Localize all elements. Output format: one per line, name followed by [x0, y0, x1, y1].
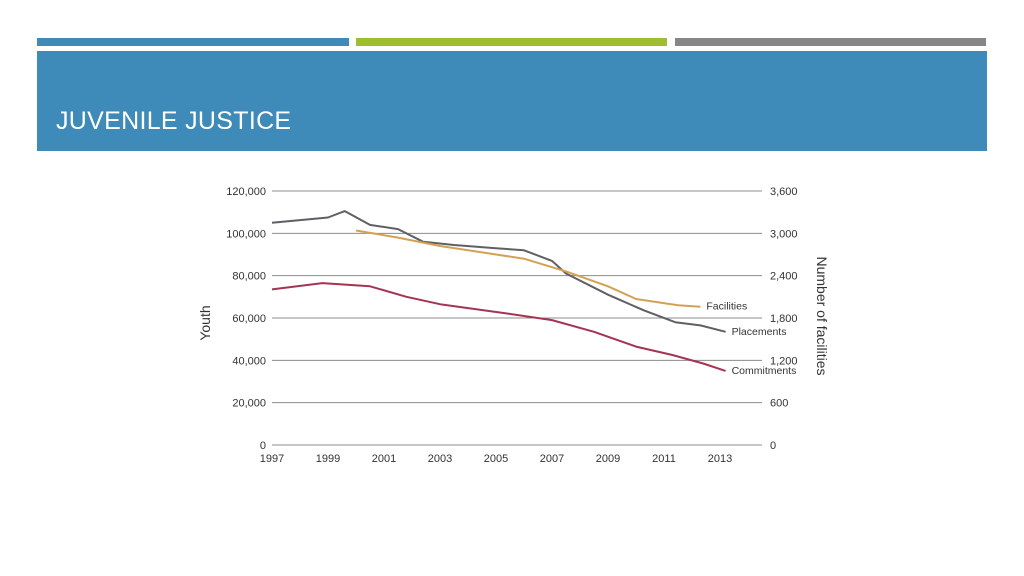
x-tick-label: 2007 [540, 453, 564, 465]
x-tick-label: 2003 [428, 453, 452, 465]
y2-tick-label: 1,800 [770, 313, 798, 325]
y-tick-label: 60,000 [232, 313, 266, 325]
x-tick-label: 1997 [260, 453, 284, 465]
x-tick-label: 2009 [596, 453, 620, 465]
title-band: JUVENILE JUSTICE [37, 51, 987, 151]
series-line-commitments [271, 282, 726, 372]
y2-axis-label: Number of facilities [814, 256, 830, 375]
y2-tick-label: 1,200 [770, 355, 798, 367]
x-tick-label: 1999 [316, 453, 340, 465]
y2-tick-label: 3,600 [770, 186, 798, 198]
y-tick-label: 100,000 [226, 228, 266, 240]
x-tick-label: 2001 [372, 453, 396, 465]
accent-bar-gray [675, 38, 986, 46]
series-label-facilities: Facilities [706, 301, 747, 313]
accent-bar-green [356, 38, 667, 46]
y2-tick-label: 600 [770, 398, 788, 410]
series-line-facilities [355, 229, 701, 308]
series-label-placements: Placements [732, 326, 787, 338]
accent-bar-blue [37, 38, 349, 46]
y-tick-label: 40,000 [232, 355, 266, 367]
y2-tick-label: 0 [770, 440, 776, 452]
x-tick-label: 2011 [652, 453, 676, 465]
y-tick-label: 120,000 [226, 186, 266, 198]
y-axis-label: Youth [197, 305, 213, 340]
y2-tick-label: 3,000 [770, 228, 798, 240]
y-tick-label: 0 [260, 440, 266, 452]
y-tick-label: 80,000 [232, 271, 266, 283]
y-tick-label: 20,000 [232, 398, 266, 410]
series-label-commitments: Commitments [732, 365, 797, 377]
x-tick-label: 2005 [484, 453, 508, 465]
slide-title: JUVENILE JUSTICE [56, 107, 292, 135]
y2-tick-label: 2,400 [770, 271, 798, 283]
series-line-placements [271, 210, 726, 333]
x-tick-label: 2013 [708, 453, 732, 465]
